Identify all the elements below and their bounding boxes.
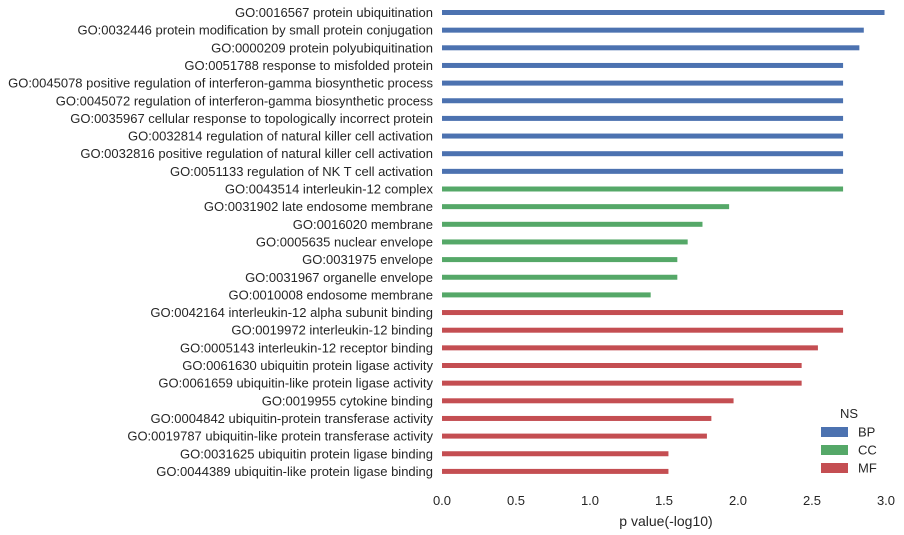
x-axis-ticks: 0.0 0.5 1.0 1.5 2.0 2.5 3.0 — [433, 493, 895, 508]
category-label: GO:0016020 membrane — [293, 217, 433, 232]
bar — [442, 10, 885, 15]
x-tick-label: 0.0 — [433, 493, 451, 508]
category-label: GO:0051133 regulation of NK T cell activ… — [170, 164, 433, 179]
legend-label: BP — [858, 425, 875, 440]
category-label: GO:0032814 regulation of natural killer … — [128, 129, 433, 144]
category-label: GO:0042164 interleukin-12 alpha subunit … — [150, 305, 433, 320]
category-label: GO:0044389 ubiquitin-like protein ligase… — [156, 464, 433, 479]
bar — [442, 292, 651, 298]
bar — [442, 80, 844, 86]
category-label: GO:0045072 regulation of interferon-gamm… — [56, 93, 434, 108]
bar — [442, 345, 818, 351]
bar — [442, 239, 688, 245]
legend-swatch — [821, 463, 848, 473]
bar — [442, 98, 844, 104]
category-label: GO:0000209 protein polyubiquitination — [211, 40, 433, 55]
category-label: GO:0005635 nuclear envelope — [256, 234, 433, 249]
bar — [442, 433, 707, 439]
bar — [442, 62, 844, 68]
legend-items: BP CC MF — [821, 425, 877, 476]
legend-title: NS — [840, 406, 858, 421]
category-label: GO:0004842 ubiquitin-protein transferase… — [150, 411, 433, 426]
category-label: GO:0061630 ubiquitin protein ligase acti… — [182, 358, 433, 373]
x-axis-label: p value(-log10) — [619, 513, 712, 529]
bar — [442, 204, 730, 210]
category-label: GO:0045078 positive regulation of interf… — [8, 76, 433, 91]
category-label: GO:0031625 ubiquitin protein ligase bind… — [180, 446, 433, 461]
category-labels: GO:0016567 protein ubiquitination GO:0032… — [8, 5, 433, 479]
category-label: GO:0032816 positive regulation of natura… — [80, 146, 433, 161]
x-tick-label: 1.5 — [655, 493, 673, 508]
bar — [442, 115, 844, 121]
x-tick-label: 2.5 — [803, 493, 821, 508]
x-tick-label: 1.0 — [581, 493, 599, 508]
bars-layer — [442, 10, 885, 474]
x-tick-label: 2.0 — [729, 493, 747, 508]
category-label: GO:0031902 late endosome membrane — [204, 199, 433, 214]
bar — [442, 27, 864, 33]
x-tick-label: 3.0 — [877, 493, 895, 508]
bar — [442, 310, 844, 316]
category-label: GO:0043514 interleukin-12 complex — [225, 182, 434, 197]
bar — [442, 168, 844, 174]
legend-label: CC — [858, 443, 877, 458]
bar — [442, 451, 669, 457]
legend-label: MF — [858, 461, 877, 476]
legend-swatch — [821, 427, 848, 437]
category-label: GO:0019972 interleukin-12 binding — [231, 323, 433, 338]
bar — [442, 398, 734, 404]
category-label: GO:0035967 cellular response to topologi… — [70, 111, 433, 126]
category-label: GO:0010008 endosome membrane — [228, 287, 433, 302]
category-label: GO:0019955 cytokine binding — [262, 393, 433, 408]
bar — [442, 45, 860, 51]
x-tick-label: 0.5 — [507, 493, 525, 508]
category-label: GO:0031975 envelope — [302, 252, 433, 267]
bar — [442, 363, 802, 368]
bar — [442, 380, 802, 386]
category-label: GO:0019787 ubiquitin-like protein transf… — [127, 429, 433, 444]
category-label: GO:0051788 response to misfolded protein — [184, 58, 433, 73]
category-label: GO:0016567 protein ubiquitination — [235, 5, 433, 20]
bar — [442, 221, 703, 227]
bar — [442, 468, 669, 474]
category-label: GO:0005143 interleukin-12 receptor bindi… — [180, 340, 433, 355]
bar — [442, 415, 712, 421]
bar — [442, 133, 844, 139]
category-label: GO:0061659 ubiquitin-like protein ligase… — [158, 376, 433, 391]
legend-swatch — [821, 445, 848, 455]
bar — [442, 151, 844, 157]
bar — [442, 327, 844, 333]
bar — [442, 274, 678, 280]
bar — [442, 257, 678, 263]
category-label: GO:0031967 organelle envelope — [245, 270, 433, 285]
bar — [442, 186, 844, 192]
category-label: GO:0032446 protein modification by small… — [77, 23, 433, 38]
legend: NS BP CC MF — [821, 406, 877, 476]
